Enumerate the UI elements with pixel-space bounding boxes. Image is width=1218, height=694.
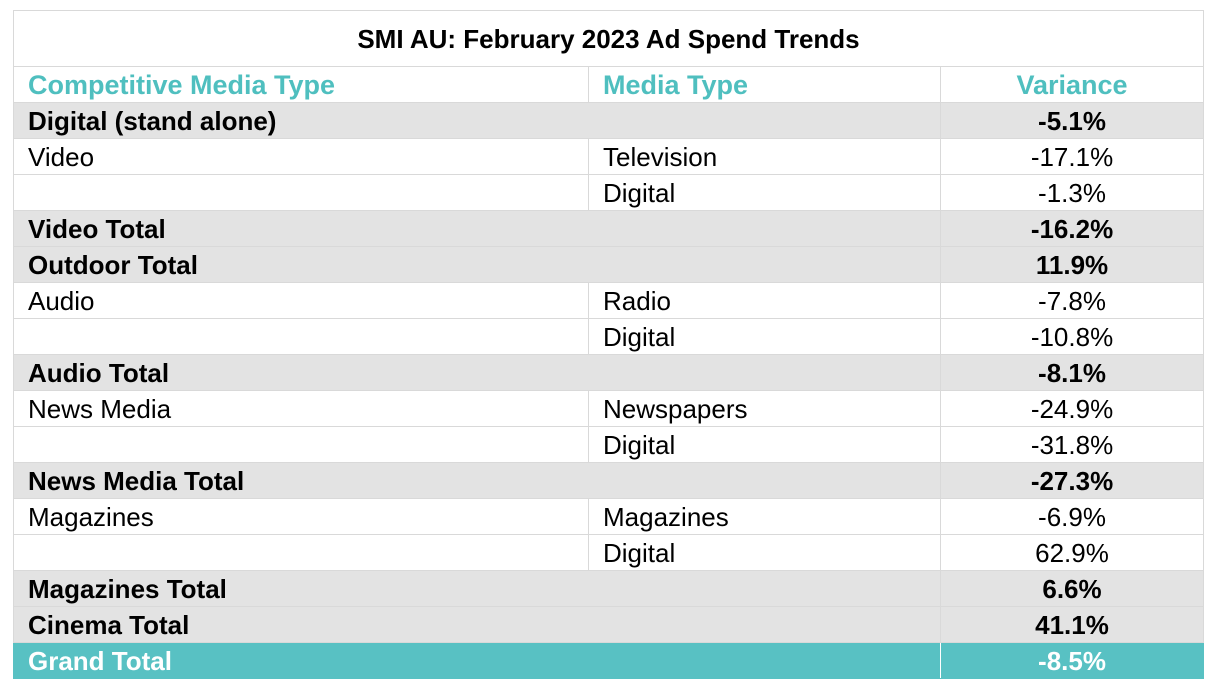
- total-label: News Media Total: [13, 462, 941, 499]
- variance-value: -27.3%: [939, 462, 1205, 499]
- competitive-media-type-cell: [13, 174, 589, 211]
- variance-value: -10.8%: [939, 318, 1205, 355]
- competitive-media-type-cell: Magazines: [13, 498, 589, 535]
- media-type-cell: Television: [588, 138, 941, 175]
- competitive-media-type-cell: Video: [13, 138, 589, 175]
- media-type-cell: Digital: [588, 534, 941, 571]
- media-type-cell: Radio: [588, 282, 941, 319]
- variance-value: -1.3%: [939, 174, 1205, 211]
- media-type-cell: Digital: [588, 426, 941, 463]
- title-row: SMI AU: February 2023 Ad Spend Trends: [12, 10, 1205, 67]
- variance-value: -24.9%: [939, 390, 1205, 427]
- variance-value: -5.1%: [939, 102, 1205, 139]
- table-row: News Media Newspapers -24.9%: [13, 390, 1205, 427]
- variance-value: -8.1%: [939, 354, 1205, 391]
- variance-value: -17.1%: [939, 138, 1205, 175]
- competitive-media-type-cell: News Media: [13, 390, 589, 427]
- media-type-cell: Digital: [588, 174, 941, 211]
- total-label: Video Total: [13, 210, 941, 247]
- grand-total-row: Grand Total -8.5%: [13, 642, 1205, 679]
- variance-value: -31.8%: [939, 426, 1205, 463]
- variance-value: 11.9%: [939, 246, 1205, 283]
- table-row: Digital 62.9%: [13, 534, 1205, 571]
- table-body: SMI AU: February 2023 Ad Spend Trends Co…: [12, 10, 1205, 679]
- table-row: Digital -1.3%: [13, 174, 1205, 211]
- total-row: Magazines Total 6.6%: [13, 570, 1205, 607]
- column-header-media-type: Media Type: [588, 66, 941, 103]
- total-label: Digital (stand alone): [13, 102, 941, 139]
- variance-value: 41.1%: [939, 606, 1205, 643]
- total-row: Cinema Total 41.1%: [13, 606, 1205, 643]
- competitive-media-type-cell: Audio: [13, 282, 589, 319]
- variance-value: -7.8%: [939, 282, 1205, 319]
- total-label: Cinema Total: [13, 606, 941, 643]
- variance-value: -16.2%: [939, 210, 1205, 247]
- table-row: Magazines Magazines -6.9%: [13, 498, 1205, 535]
- header-row: Competitive Media Type Media Type Varian…: [13, 66, 1205, 103]
- total-row: Video Total -16.2%: [13, 210, 1205, 247]
- ad-spend-table: SMI AU: February 2023 Ad Spend Trends Co…: [12, 10, 1205, 679]
- variance-value: 6.6%: [939, 570, 1205, 607]
- variance-value: -6.9%: [939, 498, 1205, 535]
- column-header-competitive-media-type: Competitive Media Type: [13, 66, 589, 103]
- competitive-media-type-cell: [13, 318, 589, 355]
- variance-value: 62.9%: [939, 534, 1205, 571]
- total-label: Magazines Total: [13, 570, 941, 607]
- media-type-cell: Newspapers: [588, 390, 941, 427]
- grand-total-label: Grand Total: [13, 642, 941, 679]
- total-row: Digital (stand alone) -5.1%: [13, 102, 1205, 139]
- media-type-cell: Magazines: [588, 498, 941, 535]
- variance-value: -8.5%: [939, 642, 1205, 679]
- total-row: Audio Total -8.1%: [13, 354, 1205, 391]
- media-type-cell: Digital: [588, 318, 941, 355]
- table-row: Video Television -17.1%: [13, 138, 1205, 175]
- table-row: Digital -10.8%: [13, 318, 1205, 355]
- total-label: Audio Total: [13, 354, 941, 391]
- column-header-variance: Variance: [939, 66, 1205, 103]
- table-row: Digital -31.8%: [13, 426, 1205, 463]
- table-title: SMI AU: February 2023 Ad Spend Trends: [12, 10, 1205, 67]
- total-row: News Media Total -27.3%: [13, 462, 1205, 499]
- competitive-media-type-cell: [13, 534, 589, 571]
- competitive-media-type-cell: [13, 426, 589, 463]
- total-row: Outdoor Total 11.9%: [13, 246, 1205, 283]
- table-row: Audio Radio -7.8%: [13, 282, 1205, 319]
- total-label: Outdoor Total: [13, 246, 941, 283]
